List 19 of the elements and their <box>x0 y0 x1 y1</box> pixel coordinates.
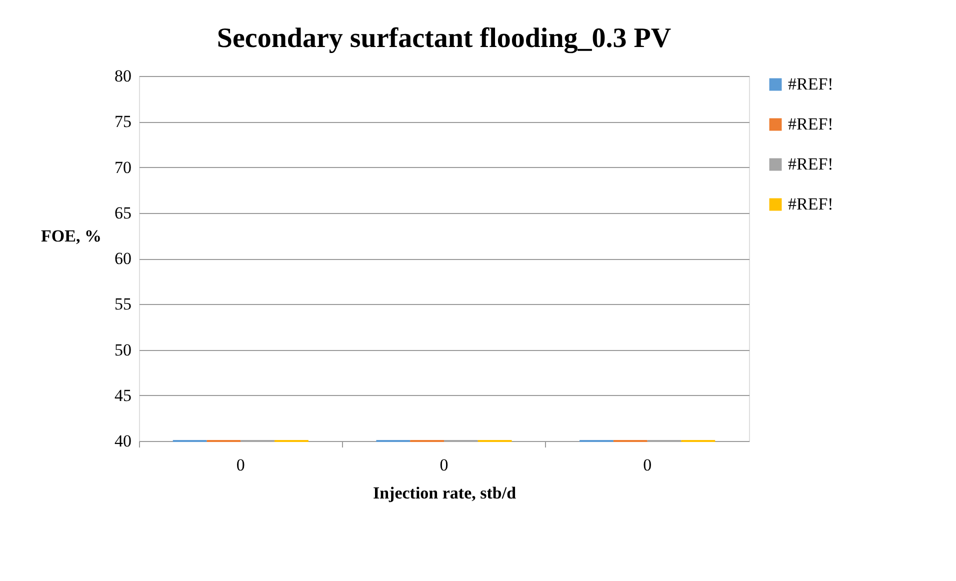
y-tick-label: 60 <box>114 249 132 268</box>
y-tick-label: 45 <box>114 386 132 405</box>
y-tick-label: 50 <box>114 340 132 360</box>
legend-label: #REF! <box>788 74 834 94</box>
x-tick-label: 0 <box>236 456 245 474</box>
legend-label: #REF! <box>788 194 834 214</box>
y-tick-label: 80 <box>114 66 132 86</box>
chart-title: Secondary surfactant flooding_0.3 PV <box>216 23 672 54</box>
y-tick-label: 70 <box>114 158 132 177</box>
y-tick-label: 75 <box>114 112 132 132</box>
y-tick-label: 55 <box>114 294 132 314</box>
y-tick-label: 65 <box>114 203 132 222</box>
legend-label: #REF! <box>788 114 834 134</box>
x-tick-label: 0 <box>440 456 448 474</box>
legend-label: #REF! <box>788 154 834 174</box>
x-axis-title: Injection rate, stb/d <box>372 484 517 502</box>
y-tick-label: 40 <box>114 432 132 450</box>
y-axis-title: FOE, % <box>41 226 102 246</box>
x-tick-label: 0 <box>643 456 652 474</box>
